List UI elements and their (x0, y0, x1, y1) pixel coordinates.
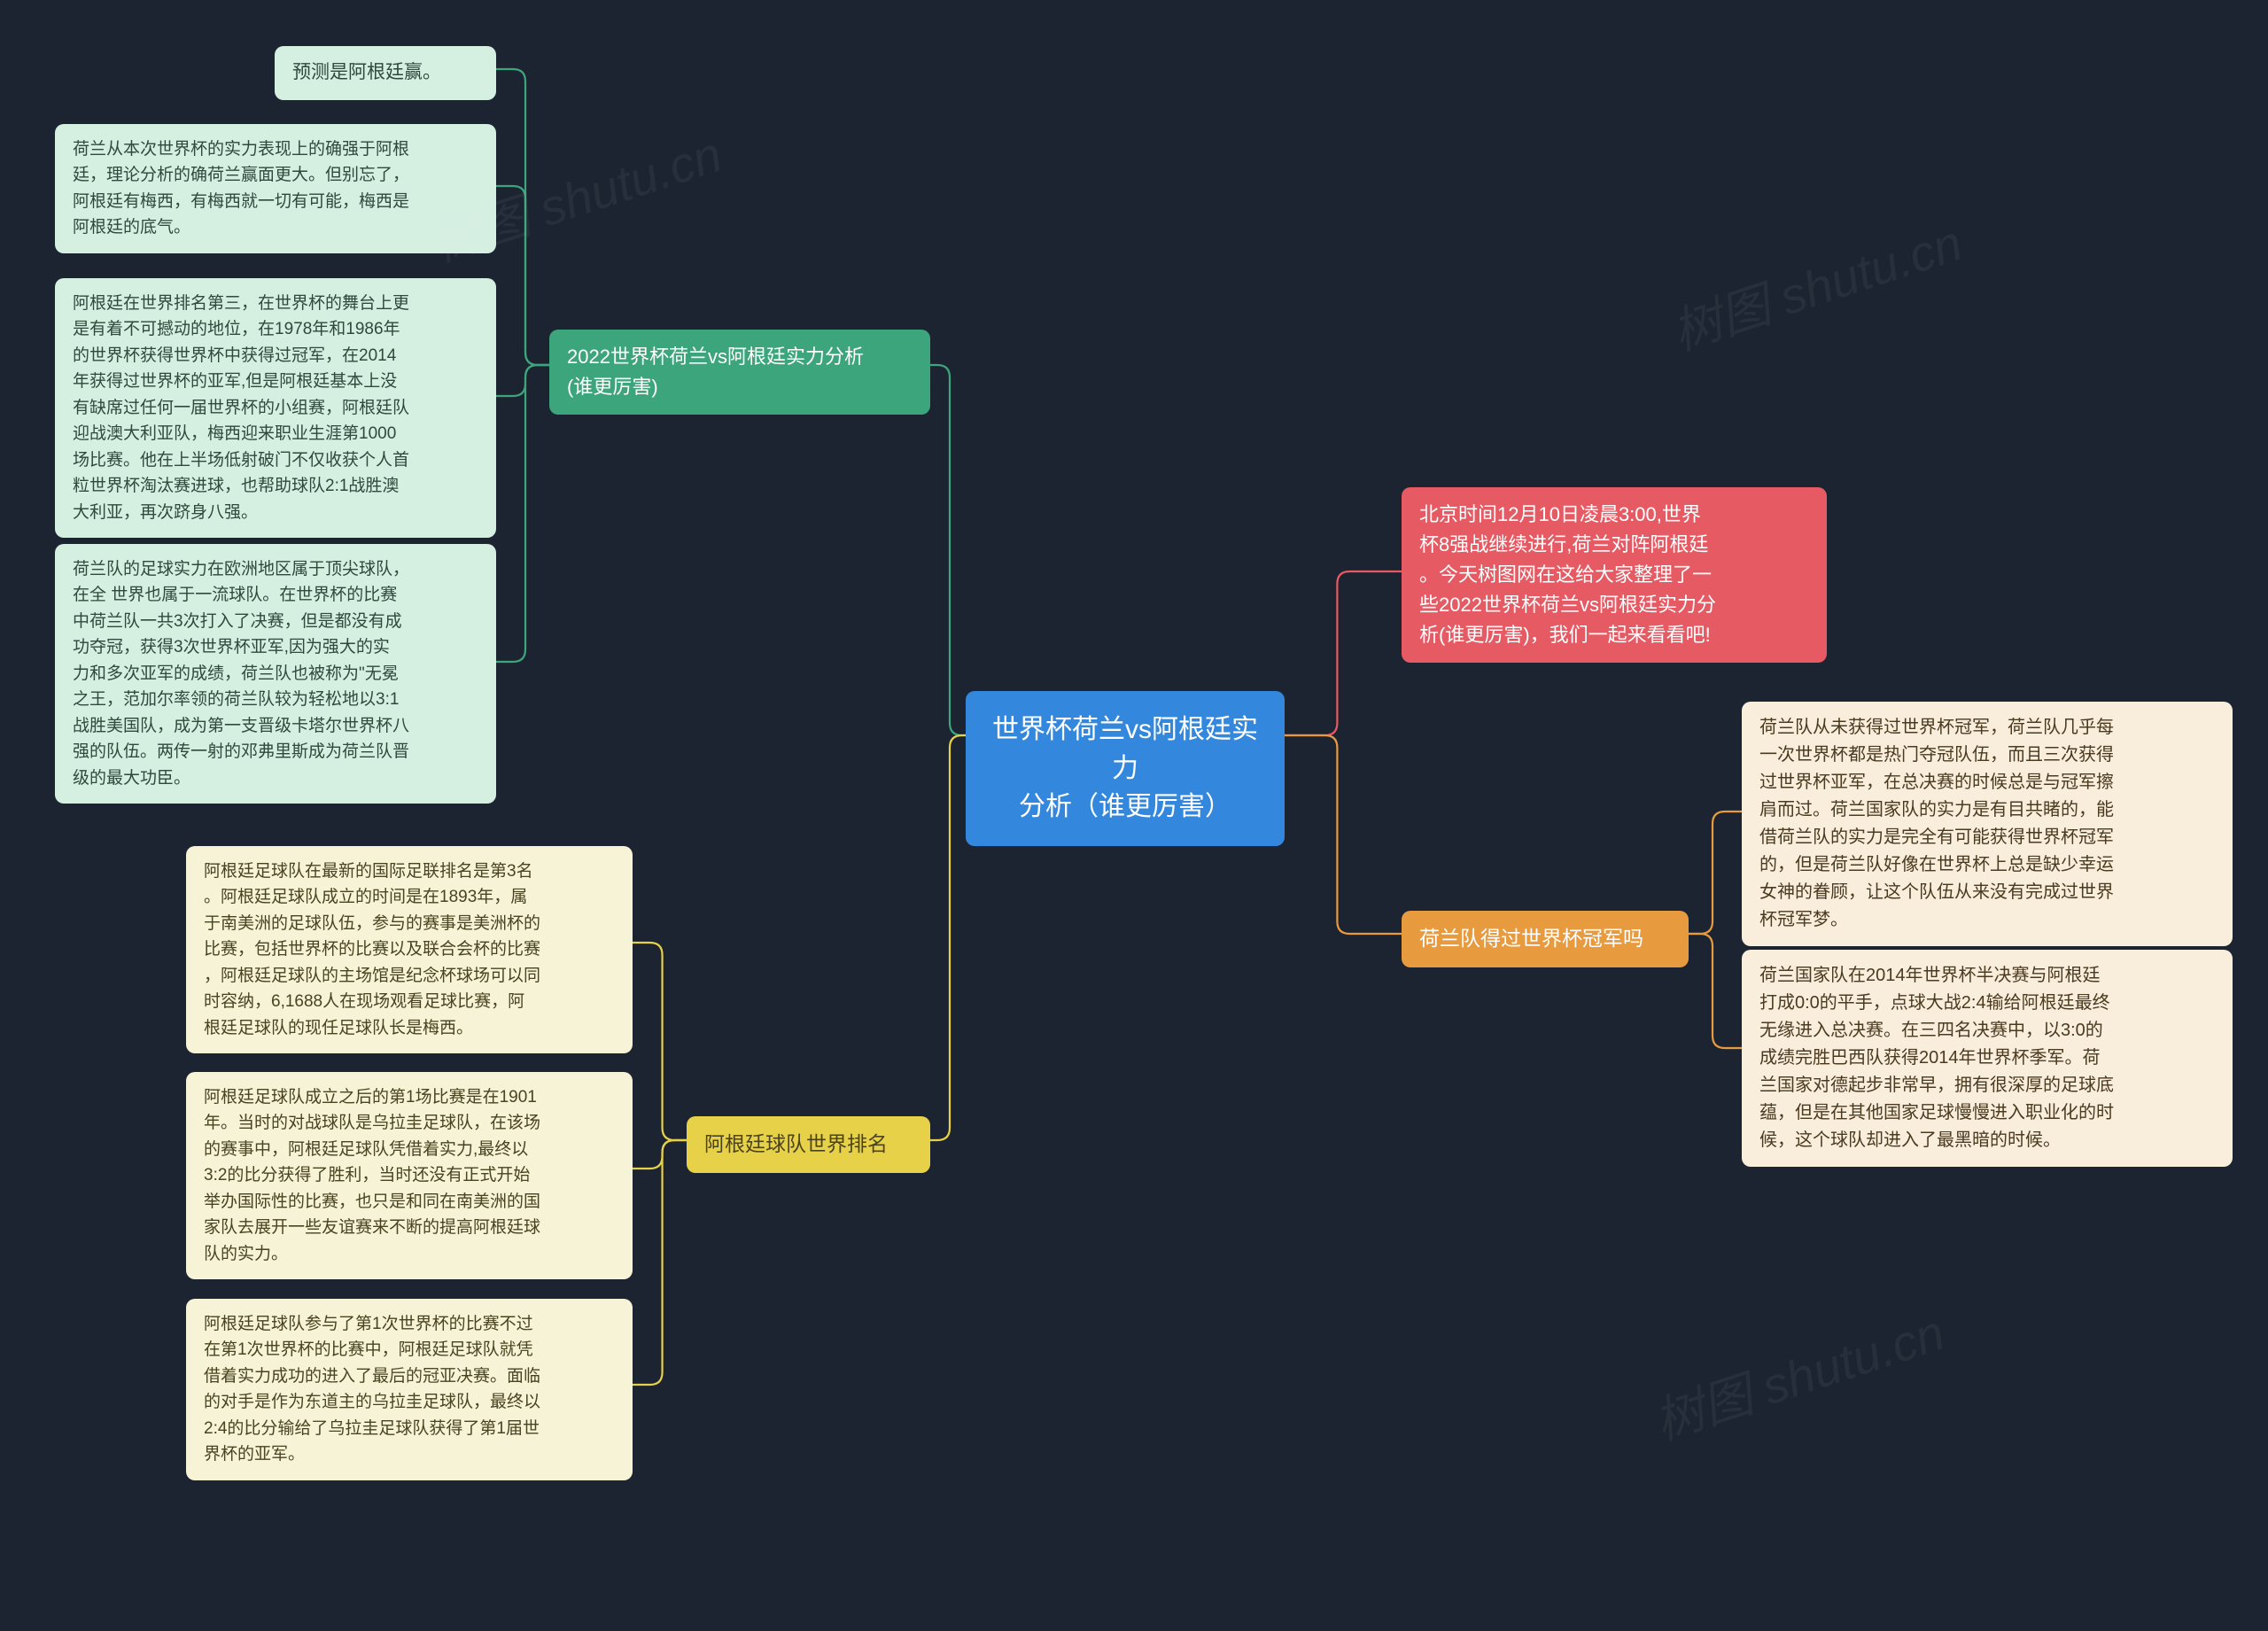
connector (496, 365, 549, 662)
branch-vs2022-label: 2022世界杯荷兰vs阿根廷实力分析 (谁更厉害) (567, 346, 864, 398)
connector (633, 1140, 687, 1385)
leaf-ned2[interactable]: 荷兰国家队在2014年世界杯半决赛与阿根廷 打成0:0的平手，点球大战2:4输给… (1742, 950, 2233, 1167)
leaf-a1[interactable]: 阿根廷足球队在最新的国际足联排名是第3名 。阿根廷足球队成立的时间是在1893年… (186, 846, 633, 1053)
root-node-label: 世界杯荷兰vs阿根廷实力 分析（谁更厉害） (992, 715, 1258, 821)
connector (930, 365, 966, 735)
branch-ned-champ[interactable]: 荷兰队得过世界杯冠军吗 (1402, 911, 1689, 967)
leaf-a3[interactable]: 阿根廷足球队参与了第1次世界杯的比赛不过 在第1次世界杯的比赛中，阿根廷足球队就… (186, 1299, 633, 1480)
branch-arg-rank-label: 阿根廷球队世界排名 (704, 1132, 888, 1155)
leaf-a2-label: 阿根廷足球队成立之后的第1场比赛是在1901 年。当时的对战球队是乌拉圭足球队，… (204, 1088, 540, 1263)
leaf-ned1[interactable]: 荷兰队从未获得过世界杯冠军，荷兰队几乎每 一次世界杯都是热门夺冠队伍，而且三次获… (1742, 702, 2233, 946)
watermark: 树图 shutu.cn (1644, 1293, 1953, 1455)
leaf-v1[interactable]: 预测是阿根廷赢。 (275, 46, 496, 100)
branch-intro-label: 北京时间12月10日凌晨3:00,世界 杯8强战继续进行,荷兰对阵阿根廷 。今天… (1419, 503, 1716, 646)
connector (930, 735, 966, 1140)
leaf-v4[interactable]: 荷兰队的足球实力在欧洲地区属于顶尖球队， 在全 世界也属于一流球队。在世界杯的比… (55, 544, 496, 804)
branch-vs2022[interactable]: 2022世界杯荷兰vs阿根廷实力分析 (谁更厉害) (549, 330, 930, 415)
leaf-a3-label: 阿根廷足球队参与了第1次世界杯的比赛不过 在第1次世界杯的比赛中，阿根廷足球队就… (204, 1315, 540, 1464)
leaf-v3[interactable]: 阿根廷在世界排名第三，在世界杯的舞台上更 是有着不可撼动的地位，在1978年和1… (55, 278, 496, 538)
watermark: 树图 shutu.cn (1662, 204, 1970, 365)
leaf-a1-label: 阿根廷足球队在最新的国际足联排名是第3名 。阿根廷足球队成立的时间是在1893年… (204, 862, 540, 1037)
connector (1689, 812, 1742, 934)
leaf-v3-label: 阿根廷在世界排名第三，在世界杯的舞台上更 是有着不可撼动的地位，在1978年和1… (73, 294, 409, 522)
connector (496, 365, 549, 396)
leaf-a2[interactable]: 阿根廷足球队成立之后的第1场比赛是在1901 年。当时的对战球队是乌拉圭足球队，… (186, 1072, 633, 1279)
connector (496, 69, 549, 365)
connector (1285, 571, 1402, 735)
connector (633, 1140, 687, 1169)
branch-intro[interactable]: 北京时间12月10日凌晨3:00,世界 杯8强战继续进行,荷兰对阵阿根廷 。今天… (1402, 487, 1827, 663)
leaf-v1-label: 预测是阿根廷赢。 (292, 62, 441, 82)
connector (1689, 934, 1742, 1048)
leaf-ned1-label: 荷兰队从未获得过世界杯冠军，荷兰队几乎每 一次世界杯都是热门夺冠队伍，而且三次获… (1759, 718, 2114, 929)
connector (633, 943, 687, 1140)
leaf-ned2-label: 荷兰国家队在2014年世界杯半决赛与阿根廷 打成0:0的平手，点球大战2:4输给… (1759, 966, 2114, 1150)
leaf-v2[interactable]: 荷兰从本次世界杯的实力表现上的确强于阿根 廷，理论分析的确荷兰赢面更大。但别忘了… (55, 124, 496, 253)
connector (496, 186, 549, 365)
branch-arg-rank[interactable]: 阿根廷球队世界排名 (687, 1116, 930, 1173)
leaf-v4-label: 荷兰队的足球实力在欧洲地区属于顶尖球队， 在全 世界也属于一流球队。在世界杯的比… (73, 560, 409, 788)
branch-ned-champ-label: 荷兰队得过世界杯冠军吗 (1419, 927, 1643, 950)
root-node[interactable]: 世界杯荷兰vs阿根廷实力 分析（谁更厉害） (966, 691, 1285, 846)
leaf-v2-label: 荷兰从本次世界杯的实力表现上的确强于阿根 廷，理论分析的确荷兰赢面更大。但别忘了… (73, 140, 409, 237)
connector (1285, 735, 1402, 934)
